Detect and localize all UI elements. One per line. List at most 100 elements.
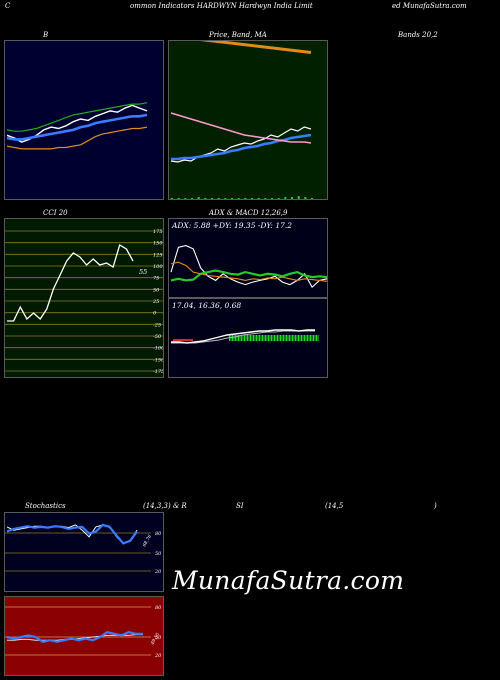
macd-histogram-bar [308,335,310,341]
macd-histogram-bar [283,335,284,341]
macd-histogram-bar [298,335,299,341]
rsi-params-close: ) [434,502,437,510]
cci-tick-label: 125 [153,252,163,258]
macd-histogram-bar [271,335,272,341]
macd-histogram-bar [259,335,260,341]
price-ma_slow-line [170,112,312,144]
cci-tick-label: 150 [153,241,163,247]
macd-histogram-bar [247,335,248,341]
rsi-tick-label: 20 [154,653,162,659]
macd-histogram-bar [265,335,266,341]
macd-histogram-bar [250,335,251,341]
cci-tick-label: -150 [153,357,164,363]
macd-histogram-bar [290,335,292,341]
rsi-title: SI [236,502,244,510]
adx-adx-line [170,245,327,288]
macd-histogram-bar [241,335,242,341]
macd-histogram-bar [239,335,241,341]
bollinger-price-line [6,104,148,143]
price-panel [168,40,328,200]
volume-bar [297,196,300,199]
cci-tick-label: 25 [152,299,159,305]
macd-histogram-bar [256,335,257,341]
volume-bar [231,198,233,199]
rsi-params: (14,5 [325,502,344,510]
volume-bar [271,198,273,199]
macd-readout: 17.04, 16.36, 0.68 [172,301,242,310]
volume-bar [277,198,280,199]
macd-histogram-bar [235,335,236,341]
watermark: MunafaSutra.com [172,566,405,595]
cci-tick-label: 0 [153,311,157,317]
bollinger-middle-line [6,113,148,141]
header-left: C [5,2,11,10]
volume-bar [211,198,213,199]
bands-title: Bands 20,2 [398,31,438,39]
macd-histogram-bar [284,335,286,341]
volume-bar [197,197,200,199]
adx-panel: ADX: 5.88 +DY: 19.35 -DY: 17.2 [168,218,328,298]
macd-histogram-bar [248,335,250,341]
macd-histogram-bar-negative [173,339,193,341]
price-title: Price, Band, MA [209,31,267,39]
stoch-tick-label: 50 [155,551,162,557]
macd-histogram-bar [311,335,313,341]
cci-tick-label: -25 [153,322,161,328]
macd-histogram-bar [289,335,290,341]
macd-line [171,329,315,344]
macd-histogram-bar [292,335,293,341]
price-price-line [170,126,312,163]
macd-histogram-bar [272,335,274,341]
adx-minus_di-line [170,261,327,282]
volume-bar [284,197,287,199]
volume-bar [204,198,207,199]
macd-histogram-bar [245,335,247,341]
macd-histogram-bar [242,335,244,341]
stoch-panel: 80 50 20 68.76 [4,512,164,592]
macd-histogram-bar [301,335,302,341]
macd-histogram-bar [269,335,271,341]
adx-readout: ADX: 5.88 +DY: 19.35 -DY: 17.2 [172,221,293,230]
macd-histogram-bar [254,335,256,341]
stoch-title: Stochastics [25,502,66,510]
stoch-params: (14,3,3) & R [143,502,187,510]
macd-histogram-bar [296,335,298,341]
price-chart [170,41,313,199]
volume-bar [304,197,307,199]
volume-bar [251,198,253,199]
cci-tick-label: -100 [153,346,164,352]
adx-macd-title: ADX & MACD 12,26,9 [209,209,288,217]
macd-histogram-bar [295,335,296,341]
cci-tick-label: 175 [153,229,163,235]
price-ma_fast-line [171,133,312,161]
macd-signal-line [171,330,315,344]
bollinger-title: B [43,31,49,39]
volume-bar [257,198,260,199]
macd-histogram-bar [293,335,295,341]
volume-bar [177,198,180,199]
price-band_upper-line [200,41,312,54]
cci-tick-label: 75 [153,276,159,282]
macd-histogram-bar [232,335,233,341]
macd-histogram-bar [263,335,265,341]
cci-line [7,244,134,322]
macd-histogram-bar [238,335,239,341]
volume-bar [244,198,247,199]
header-title: ommon Indicators HARDWYN Hardwyn India L… [130,2,313,10]
volume-bar [224,198,227,199]
bollinger-lower-line [6,126,148,150]
macd-histogram-bar [260,335,262,341]
macd-histogram-bar [317,335,319,341]
cci-last-label: 55 [139,268,147,276]
cci-tick-label: 100 [153,264,163,270]
macd-histogram-bar [305,335,307,341]
macd-histogram-bar [278,335,280,341]
volume-bar [217,198,220,199]
macd-histogram-bar [304,335,305,341]
macd-histogram-bar [299,335,301,341]
macd-histogram-bar [281,335,283,341]
stoch-chart: 80 50 20 68.76 [5,523,162,575]
macd-histogram-bar [310,335,311,341]
macd-histogram-bar [275,335,277,341]
macd-histogram-bar [277,335,278,341]
